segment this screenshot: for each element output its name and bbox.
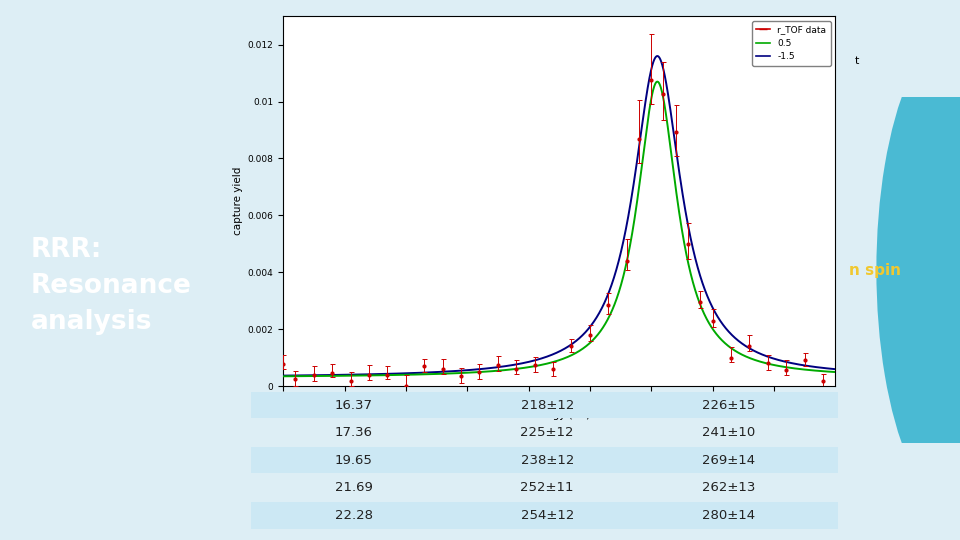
Text: t: t	[854, 56, 859, 65]
Text: 252±11: 252±11	[520, 481, 574, 495]
FancyBboxPatch shape	[251, 475, 837, 501]
Text: 16.37: 16.37	[335, 399, 372, 412]
Text: 22.28: 22.28	[335, 509, 372, 522]
Text: 19.65: 19.65	[335, 454, 372, 467]
Text: 17.36: 17.36	[335, 426, 372, 440]
Text: n spin: n spin	[850, 262, 901, 278]
Text: 21.69: 21.69	[335, 481, 372, 495]
Text: 254±12: 254±12	[520, 509, 574, 522]
Text: 226±15: 226±15	[702, 399, 756, 412]
FancyBboxPatch shape	[251, 447, 837, 474]
FancyBboxPatch shape	[251, 502, 837, 529]
FancyBboxPatch shape	[251, 420, 837, 446]
FancyBboxPatch shape	[251, 392, 837, 418]
Text: 241±10: 241±10	[702, 426, 756, 440]
Legend: r_TOF data, 0.5, -1.5: r_TOF data, 0.5, -1.5	[752, 21, 830, 66]
Text: 269±14: 269±14	[702, 454, 756, 467]
Text: 225±12: 225±12	[520, 426, 574, 440]
Text: RRR:
Resonance
analysis: RRR: Resonance analysis	[31, 237, 191, 335]
Text: 262±13: 262±13	[702, 481, 756, 495]
Wedge shape	[876, 21, 960, 519]
Y-axis label: capture yield: capture yield	[233, 167, 244, 235]
X-axis label: energy (eV): energy (eV)	[529, 410, 589, 420]
Text: 238±12: 238±12	[520, 454, 574, 467]
Text: 280±14: 280±14	[702, 509, 756, 522]
Text: 218±12: 218±12	[520, 399, 574, 412]
